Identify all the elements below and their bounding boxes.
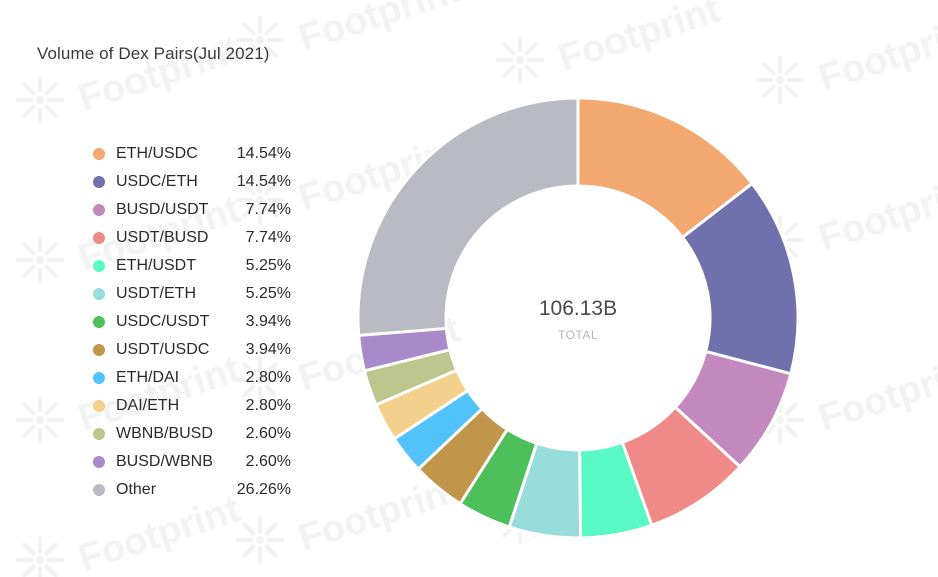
legend-value: 14.54% [236, 173, 291, 190]
legend-dot-icon [93, 316, 105, 328]
legend-label: DAI/ETH [116, 397, 180, 414]
legend-item[interactable]: USDT/USDC 3.94% [93, 336, 303, 364]
legend-dot-icon [93, 344, 105, 356]
total-label: TOTAL [558, 328, 598, 342]
legend-label: WBNB/BUSD [116, 425, 213, 442]
legend-value: 5.25% [245, 257, 291, 274]
legend-label: Other [116, 481, 157, 498]
legend-dot-icon [93, 176, 105, 188]
legend-label: ETH/USDC [116, 145, 198, 162]
legend-label: USDT/BUSD [116, 229, 209, 246]
legend-value: 5.25% [245, 285, 291, 302]
legend-dot-icon [93, 484, 105, 496]
legend-item[interactable]: Other 26.26% [93, 476, 303, 504]
legend-label: BUSD/WBNB [116, 453, 213, 470]
legend-dot-icon [93, 148, 105, 160]
chart-title: Volume of Dex Pairs(Jul 2021) [37, 44, 270, 63]
legend-item[interactable]: ETH/USDC 14.54% [93, 140, 303, 168]
legend-value: 3.94% [245, 313, 291, 330]
legend-dot-icon [93, 372, 105, 384]
donut-slice[interactable] [356, 96, 580, 337]
legend-item[interactable]: DAI/ETH 2.80% [93, 392, 303, 420]
legend-label: USDT/USDC [116, 341, 210, 358]
legend-item[interactable]: USDT/ETH 5.25% [93, 280, 303, 308]
legend-value: 7.74% [245, 229, 291, 246]
legend-label: USDT/ETH [116, 285, 196, 302]
legend-label: USDC/ETH [116, 173, 198, 190]
legend-item[interactable]: BUSD/USDT 7.74% [93, 196, 303, 224]
legend-dot-icon [93, 204, 105, 216]
legend-item[interactable]: WBNB/BUSD 2.60% [93, 420, 303, 448]
legend-dot-icon [93, 232, 105, 244]
legend-label: BUSD/USDT [116, 201, 209, 218]
legend-value: 7.74% [245, 201, 291, 218]
legend-dot-icon [93, 260, 105, 272]
legend-item[interactable]: USDC/ETH 14.54% [93, 168, 303, 196]
legend-value: 3.94% [245, 341, 291, 358]
total-value: 106.13B [539, 297, 617, 320]
legend-dot-icon [93, 400, 105, 412]
legend-value: 2.60% [245, 425, 291, 442]
legend-label: ETH/USDT [116, 257, 196, 274]
legend-dot-icon [93, 456, 105, 468]
legend-item[interactable]: ETH/USDT 5.25% [93, 252, 303, 280]
legend-label: ETH/DAI [116, 369, 180, 386]
legend-value: 2.80% [245, 397, 291, 414]
legend-value: 2.60% [245, 453, 291, 470]
chart-legend: ETH/USDC 14.54% USDC/ETH 14.54% BUSD/USDT 7.7… [93, 140, 303, 504]
legend-value: 14.54% [236, 145, 291, 162]
legend-dot-icon [93, 288, 105, 300]
legend-label: USDC/USDT [116, 313, 210, 330]
legend-value: 26.26% [236, 481, 291, 498]
legend-value: 2.80% [245, 369, 291, 386]
legend-dot-icon [93, 428, 105, 440]
legend-item[interactable]: ETH/DAI 2.80% [93, 364, 303, 392]
legend-item[interactable]: USDT/BUSD 7.74% [93, 224, 303, 252]
legend-item[interactable]: USDC/USDT 3.94% [93, 308, 303, 336]
legend-item[interactable]: BUSD/WBNB 2.60% [93, 448, 303, 476]
